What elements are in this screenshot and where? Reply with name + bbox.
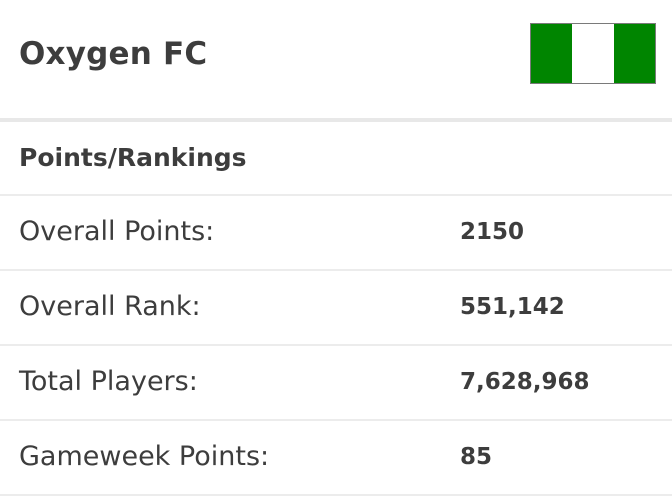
stat-label: Overall Points: <box>19 216 215 247</box>
stat-label: Gameweek Points: <box>19 441 270 472</box>
team-header: Oxygen FC <box>0 0 672 122</box>
stat-row-overall-points: Overall Points: 2150 <box>0 196 672 271</box>
flag-stripe-middle <box>572 24 614 83</box>
stat-row-overall-rank: Overall Rank: 551,142 <box>0 271 672 346</box>
nigeria-flag-icon <box>530 23 656 84</box>
stat-value: 551,142 <box>460 294 565 320</box>
stat-value: 2150 <box>460 219 525 245</box>
stat-label: Total Players: <box>19 366 198 397</box>
stat-label: Overall Rank: <box>19 291 201 322</box>
flag-stripe-left <box>531 24 573 83</box>
stat-row-gameweek-points: Gameweek Points: 85 <box>0 421 672 496</box>
team-name: Oxygen FC <box>19 36 208 72</box>
stats-list: Overall Points: 2150 Overall Rank: 551,1… <box>0 196 672 496</box>
points-rankings-header: Points/Rankings <box>0 122 672 196</box>
stat-value: 7,628,968 <box>460 369 590 395</box>
flag-stripe-right <box>613 24 655 83</box>
stat-row-total-players: Total Players: 7,628,968 <box>0 346 672 421</box>
stat-value: 85 <box>460 444 493 470</box>
section-title: Points/Rankings <box>19 143 247 172</box>
